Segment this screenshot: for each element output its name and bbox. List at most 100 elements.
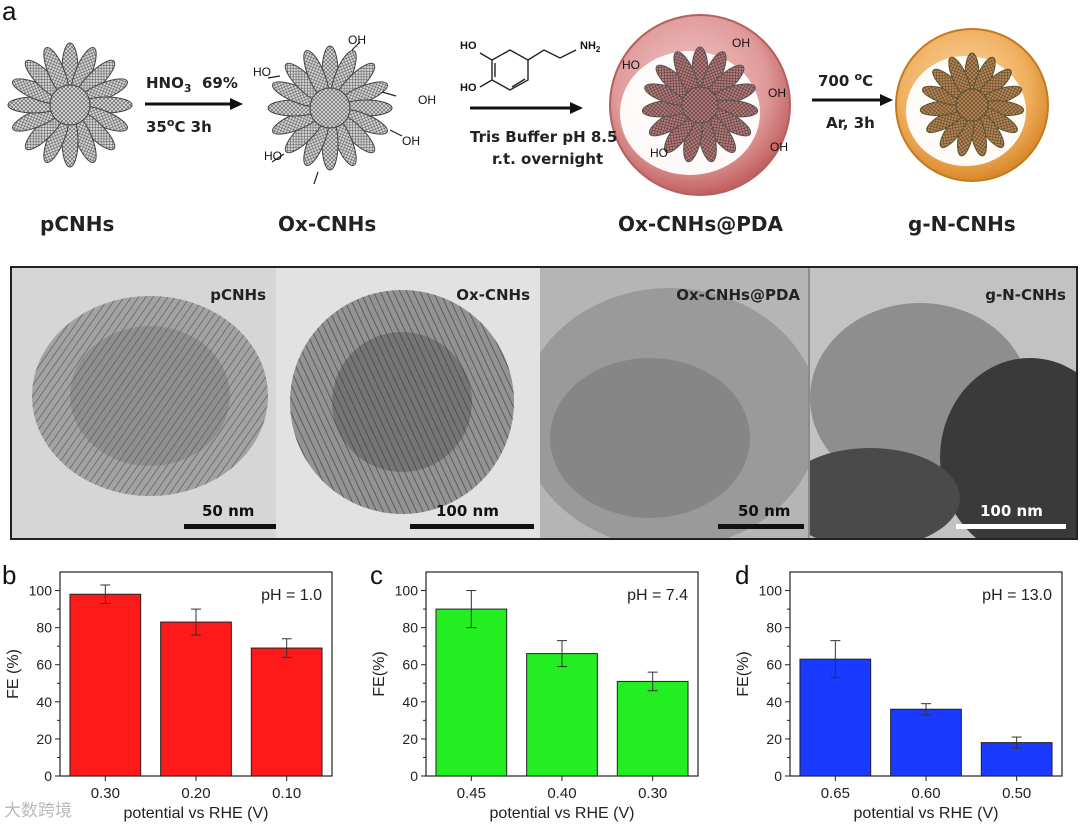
fe-chart-ph-1: 0 20 40 60 80 100 FE (%) 0.30 0.20 0.10potential … [5, 571, 333, 822]
cooh-label: OH [732, 36, 750, 50]
x-tick-label: 0.65 [821, 785, 850, 802]
x-tick-label: 0.20 [181, 785, 210, 802]
tem-image-ox-cnhs: Ox-CNHs 100 nm [276, 268, 542, 538]
arrow2-line2: r.t. overnight [492, 150, 604, 168]
y-tick-label: 100 [395, 583, 419, 599]
scale-label-4: 100 nm [980, 502, 1043, 520]
step-label-g-n-cnhs: g-N-CNHs [908, 212, 1016, 236]
cooh-label: OH [402, 134, 420, 148]
y-tick-label: 40 [36, 694, 52, 710]
scale-label-3: 50 nm [738, 502, 791, 520]
panel-letter-c: c [370, 560, 383, 590]
tem-particle-2 [290, 290, 514, 514]
tem-title-3: Ox-CNHs@PDA [676, 286, 800, 304]
scale-label-1: 50 nm [202, 502, 255, 520]
y-tick-label: 60 [766, 657, 782, 673]
cooh-label: OH [770, 140, 788, 154]
cooh-label: HO [650, 146, 668, 160]
scale-bar-4 [956, 524, 1066, 529]
x-tick-label: 0.10 [272, 785, 301, 802]
arrow2-line1: Tris Buffer pH 8.5 [470, 128, 618, 146]
bar [160, 621, 232, 777]
y-tick-label: 80 [36, 620, 52, 636]
chart-ph-label: pH = 1.0 [261, 587, 322, 604]
cooh-label: OH [768, 86, 786, 100]
arrow1-conditions: 35oC 3h [146, 116, 212, 136]
x-axis-label: potential vs RHE (V) [490, 805, 635, 822]
x-tick-label: 0.45 [457, 785, 486, 802]
y-tick-label: 20 [402, 731, 418, 747]
arrow-2-head [570, 102, 583, 114]
tem-title-2: Ox-CNHs [456, 286, 530, 304]
bar [435, 608, 508, 777]
y-tick-label: 100 [29, 583, 53, 599]
x-tick-label: 0.60 [911, 785, 940, 802]
bar [69, 593, 142, 777]
step-label-ox-cnhs-pda: Ox-CNHs@PDA [618, 212, 783, 236]
step-label-ox-cnhs: Ox-CNHs [278, 212, 377, 236]
pda-sphere-icon: OH HO OH OH HO [609, 14, 791, 196]
bar [526, 653, 598, 777]
y-tick-label: 0 [410, 768, 418, 784]
bar [890, 708, 962, 777]
tem-particle-4 [810, 268, 1076, 538]
dopamine-ho-label-2: HO [460, 82, 477, 94]
cooh-label: OH [418, 93, 436, 107]
x-tick-label: 0.40 [547, 785, 576, 802]
scale-bar-2 [410, 524, 534, 529]
y-tick-label: 80 [402, 620, 418, 636]
dopamine-ho-label-1: HO [460, 40, 477, 52]
gn-cnh-sphere-icon [895, 28, 1049, 182]
pcnh-dahlia-icon [7, 42, 133, 168]
y-tick-label: 80 [766, 620, 782, 636]
scale-bar-3 [718, 524, 804, 529]
y-tick-label: 20 [766, 731, 782, 747]
tem-image-pcnhs: pCNHs 50 nm [12, 268, 278, 538]
arrow1-reagent: HNO3 69% [146, 74, 238, 95]
x-tick-label: 0.50 [1002, 785, 1031, 802]
step-label-pcnhs: pCNHs [40, 212, 115, 236]
cooh-groups-1: OH HO OH OH HO [253, 33, 436, 163]
tem-particle-3 [540, 268, 810, 538]
tem-image-ox-cnhs-pda: Ox-CNHs@PDA 50 nm [540, 268, 812, 538]
y-tick-label: 0 [774, 768, 782, 784]
y-axis-label: FE(%) [371, 651, 388, 696]
cooh-label: HO [264, 149, 282, 163]
panel-letter-b: b [2, 560, 17, 590]
tem-image-strip: pCNHs 50 nm Ox-CNHs 100 nm Ox-CNHs@PDA 5… [10, 266, 1078, 540]
y-tick-label: 40 [766, 694, 782, 710]
y-tick-label: 100 [759, 583, 783, 599]
panel-letter-a: a [2, 0, 17, 26]
reaction-arrows [145, 94, 893, 114]
bar [616, 680, 689, 777]
tem-image-g-n-cnhs: g-N-CNHs 100 nm [810, 268, 1076, 538]
arrow3-atmosphere: Ar, 3h [826, 114, 875, 132]
y-tick-label: 20 [36, 731, 52, 747]
synthesis-scheme: OH HO OH OH HO [7, 14, 1049, 196]
cooh-label: OH [348, 33, 366, 47]
chart-ph-label: pH = 7.4 [627, 587, 688, 604]
arrow3-temp: 700 oC [818, 70, 874, 90]
arrow-3-head [880, 94, 893, 106]
x-axis-label: potential vs RHE (V) [854, 805, 999, 822]
y-axis-label: FE (%) [5, 649, 22, 699]
tem-particle-1 [32, 296, 268, 496]
ox-cnh-dahlia-icon [267, 41, 403, 185]
y-tick-label: 0 [44, 768, 52, 784]
cooh-label: HO [622, 58, 640, 72]
dopamine-structure-icon [479, 49, 577, 91]
panel-letter-d: d [735, 560, 750, 590]
bar [250, 647, 323, 777]
y-tick-label: 60 [402, 657, 418, 673]
y-tick-label: 60 [36, 657, 52, 673]
watermark: 大数跨境 [4, 801, 72, 821]
dopamine-nh2-label: NH2 [580, 40, 601, 55]
x-axis-label: potential vs RHE (V) [124, 805, 269, 822]
tem-title-1: pCNHs [210, 286, 266, 304]
arrow-1-head [230, 98, 243, 110]
chart-ph-label: pH = 13.0 [982, 587, 1052, 604]
scale-label-2: 100 nm [436, 502, 499, 520]
x-tick-label: 0.30 [91, 785, 120, 802]
y-axis-label: FE(%) [735, 651, 752, 696]
